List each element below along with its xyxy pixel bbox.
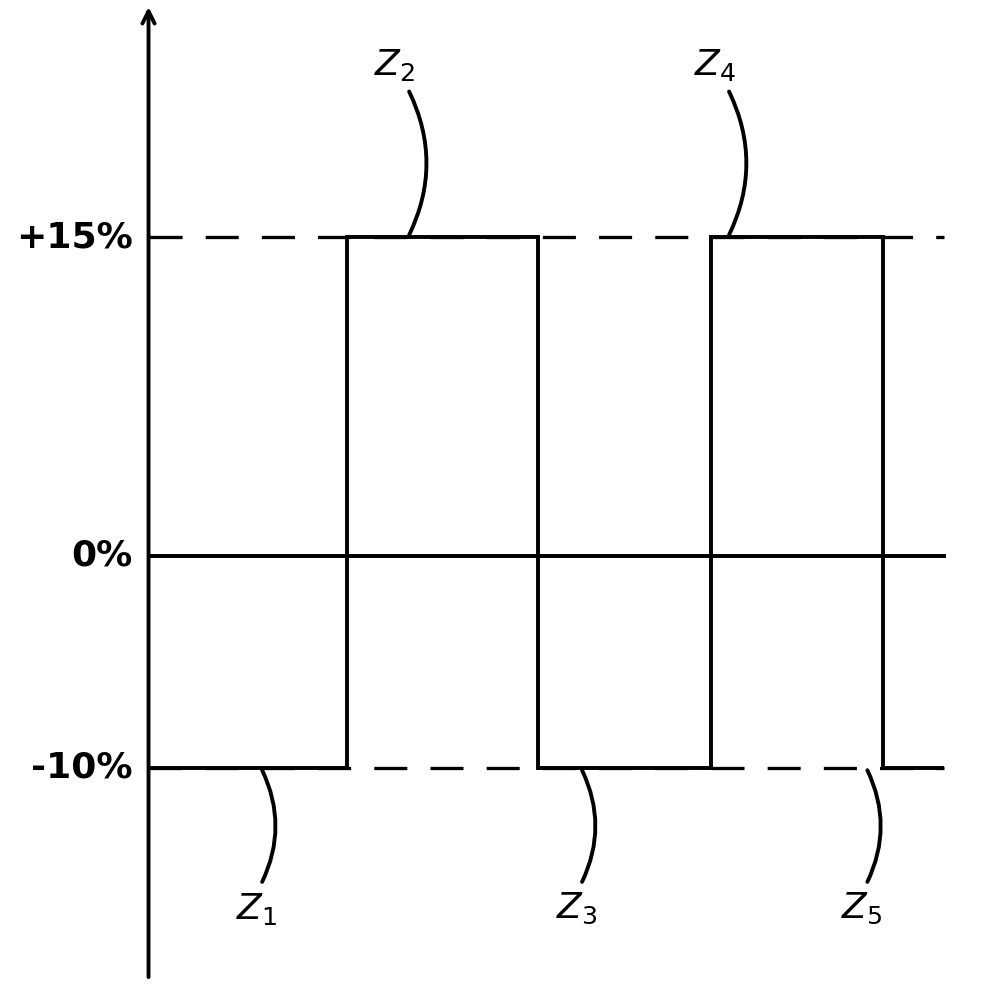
Text: +15%: +15% [16,220,133,255]
Text: $Z_1$: $Z_1$ [236,891,277,927]
Text: $Z_3$: $Z_3$ [556,891,597,926]
Text: 0%: 0% [72,538,133,573]
Text: $Z_2$: $Z_2$ [374,46,416,83]
Text: -10%: -10% [31,751,133,784]
Text: $Z_4$: $Z_4$ [694,46,736,83]
Text: $Z_5$: $Z_5$ [841,891,883,926]
